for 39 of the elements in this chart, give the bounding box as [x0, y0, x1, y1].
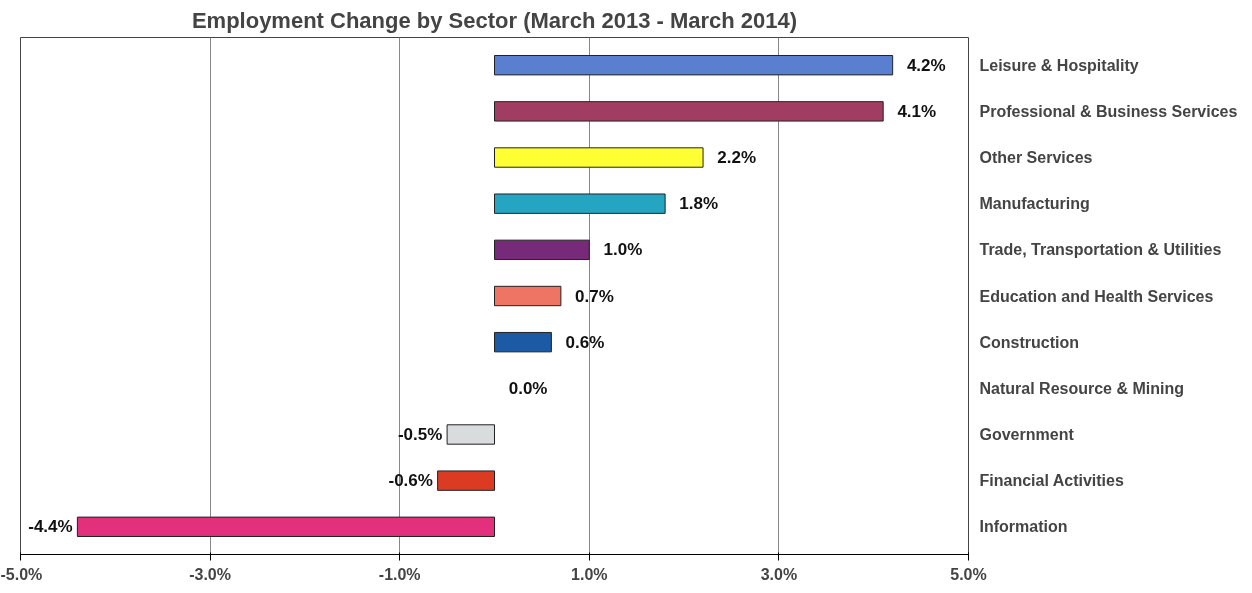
data-label: -0.6%: [388, 471, 433, 491]
data-label: 0.6%: [565, 332, 605, 352]
bar: [494, 331, 552, 353]
y-tick-label: Leisure & Hospitality: [979, 56, 1139, 74]
x-tick-label: -5.0%: [0, 565, 43, 583]
bar: [494, 239, 590, 261]
y-tick-label: Manufacturing: [979, 195, 1090, 213]
data-label: 4.2%: [906, 55, 946, 75]
data-label: 2.2%: [717, 148, 757, 168]
data-label: -4.4%: [28, 517, 73, 537]
bar: [76, 516, 495, 537]
y-tick-label: Natural Resource & Mining: [979, 379, 1184, 397]
x-tick-label: 3.0%: [760, 565, 798, 583]
y-tick-label: Construction: [979, 333, 1080, 351]
y-tick-label: Education and Health Services: [979, 287, 1214, 305]
bar: [494, 285, 562, 307]
chart-title: Employment Change by Sector (March 2013 - March 2014): [191, 7, 798, 33]
x-tick-label: 5.0%: [950, 565, 987, 583]
bar: [494, 193, 666, 214]
bar: [494, 55, 894, 76]
y-tick-label: Government: [979, 425, 1075, 443]
bar: [494, 147, 704, 168]
x-tick-label: -3.0%: [189, 565, 231, 583]
x-tick-label: 1.0%: [571, 565, 608, 583]
y-tick-label: Trade, Transportation & Utilities: [979, 241, 1222, 259]
data-label: 0.7%: [575, 286, 614, 306]
y-tick-label: Financial Activities: [979, 472, 1124, 490]
x-tick-label: -1.0%: [378, 565, 421, 583]
data-label: -0.5%: [397, 424, 443, 444]
data-label: 4.1%: [897, 101, 937, 121]
y-tick-label: Information: [979, 518, 1068, 536]
y-tick-label: Other Services: [979, 149, 1093, 167]
data-label: 1.8%: [679, 194, 719, 214]
data-label: 1.0%: [603, 240, 643, 260]
data-label: 0.0%: [508, 378, 548, 398]
bar: [446, 424, 495, 445]
bar: [437, 470, 495, 491]
y-tick-label: Professional & Business Services: [979, 102, 1238, 120]
bar: [494, 101, 884, 122]
